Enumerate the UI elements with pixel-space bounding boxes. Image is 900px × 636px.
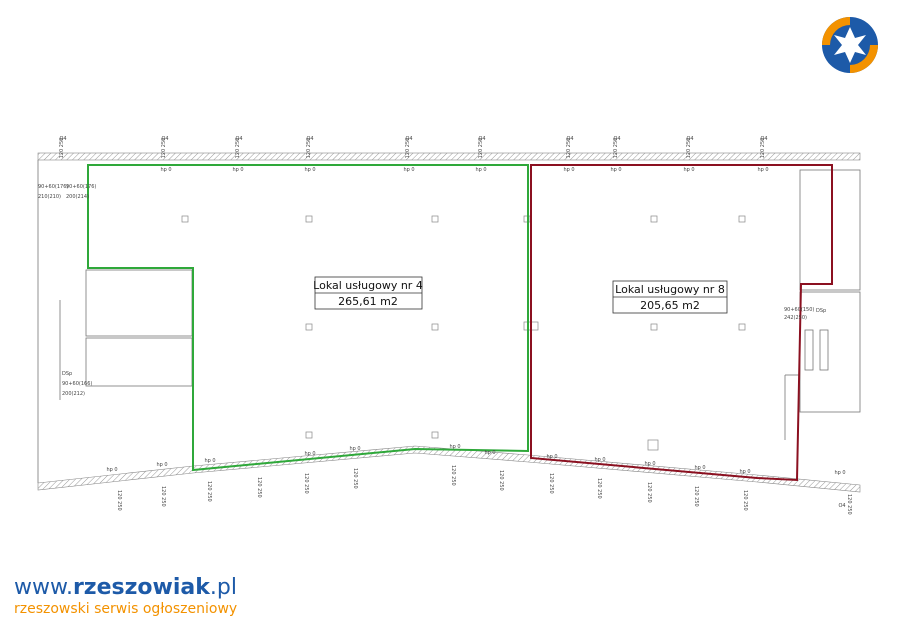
unit-8-outline — [530, 164, 833, 482]
window-size: 120 250 — [161, 138, 167, 159]
height-mark: hp 0 — [694, 465, 705, 471]
window-type: O4 — [161, 136, 168, 142]
wall — [37, 152, 861, 161]
height-mark: hp 0 — [204, 458, 215, 464]
window-size: 120 250 — [498, 470, 504, 491]
door-label: 90+60(166) — [62, 381, 92, 387]
window-type: O4 — [478, 136, 485, 142]
height-mark: hp 0 — [546, 454, 557, 460]
height-mark: hp 0 — [563, 167, 574, 173]
height-mark: hp 0 — [644, 461, 655, 467]
window-size: 120 250 — [686, 138, 692, 159]
door-label: 90+60(176) — [66, 184, 96, 190]
logo-icon — [822, 17, 878, 73]
window-size: 120 250 — [566, 138, 572, 159]
window-type: O4 — [686, 136, 693, 142]
window-size: 120 250 — [256, 477, 262, 498]
logo-tagline: rzeszowski serwis ogłoszeniowy — [14, 601, 237, 617]
door-label: 210(210) — [38, 194, 61, 200]
height-mark: hp 0 — [834, 470, 845, 476]
window-type: O4 — [838, 503, 845, 509]
height-mark: hp 0 — [484, 450, 495, 456]
window-size: 120 250 — [206, 481, 212, 502]
height-mark: hp 0 — [683, 167, 694, 173]
window-size: 120 250 — [352, 468, 358, 489]
door-label: 200(214) — [66, 194, 89, 200]
window-size: 120 250 — [846, 494, 852, 515]
window-size: 120 250 — [450, 465, 456, 486]
window-size: 120 250 — [548, 473, 554, 494]
height-mark: hp 0 — [475, 167, 486, 173]
door-label: 200(212) — [62, 391, 85, 397]
door-label: 242(250) — [784, 315, 807, 321]
logo-www: www. — [14, 575, 73, 600]
unit-name: Lokal usługowy nr 4 — [313, 279, 423, 292]
window-type: O4 — [613, 136, 620, 142]
window-size: 120 250 — [59, 138, 65, 159]
unit-name: Lokal usługowy nr 8 — [615, 283, 725, 296]
door-label: 90+60(150) — [784, 307, 814, 313]
window-size: 120 250 — [596, 478, 602, 499]
logo-tld: .pl — [210, 575, 237, 600]
logo-brand: rzeszowiak — [73, 575, 211, 600]
height-mark: hp 0 — [304, 167, 315, 173]
height-mark: hp 0 — [594, 457, 605, 463]
height-mark: hp 0 — [403, 167, 414, 173]
height-mark: hp 0 — [349, 446, 360, 452]
window-size: 120 250 — [760, 138, 766, 159]
logo-url: www.rzeszowiak.pl — [14, 575, 237, 600]
window-size: 120 250 — [742, 490, 748, 511]
window-size: 120 250 — [235, 138, 241, 159]
window-size: 120 250 — [613, 138, 619, 159]
height-mark: hp 0 — [739, 469, 750, 475]
height-mark: hp 0 — [160, 167, 171, 173]
window-type: O4 — [306, 136, 313, 142]
window-size: 120 250 — [116, 490, 122, 511]
interior-walls — [37, 160, 861, 483]
window-type: O4 — [566, 136, 573, 142]
window-size: 120 250 — [303, 473, 309, 494]
window-type: O4 — [59, 136, 66, 142]
unit-area: 265,61 m2 — [338, 295, 398, 308]
window-size: 120 250 — [693, 486, 699, 507]
door-label: DSp — [62, 371, 72, 377]
window-size: 120 250 — [306, 138, 312, 159]
window-size: 120 250 — [646, 482, 652, 503]
height-mark: hp 0 — [156, 462, 167, 468]
door-label: 90+60(176) — [38, 184, 68, 190]
unit-4-outline — [87, 164, 529, 472]
height-mark: hp 0 — [304, 451, 315, 457]
window-size: 120 250 — [160, 486, 166, 507]
columns — [181, 215, 746, 451]
window-type: O4 — [760, 136, 767, 142]
window-type: O4 — [235, 136, 242, 142]
door-label: DSp — [816, 308, 826, 314]
window-type: O4 — [405, 136, 412, 142]
window-size: 120 250 — [478, 138, 484, 159]
height-mark: hp 0 — [610, 167, 621, 173]
window-size: 120 250 — [405, 138, 411, 159]
height-mark: hp 0 — [232, 167, 243, 173]
unit-area: 205,65 m2 — [640, 299, 700, 312]
height-mark: hp 0 — [449, 444, 460, 450]
height-mark: hp 0 — [757, 167, 768, 173]
height-mark: hp 0 — [106, 467, 117, 473]
